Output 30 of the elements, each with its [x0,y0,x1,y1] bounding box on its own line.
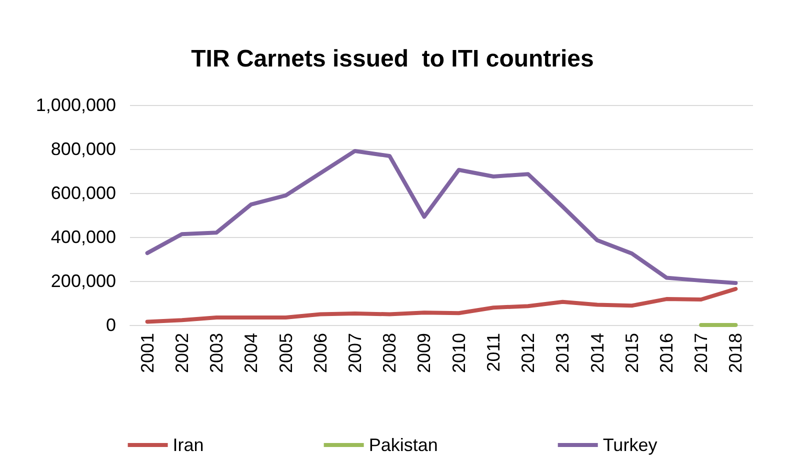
x-tick-label: 2014 [587,333,608,374]
y-tick-label: 800,000 [50,139,116,159]
x-tick-label: 2002 [172,333,192,374]
y-tick-label: 0 [106,315,116,335]
x-tick-label: 2003 [206,333,227,374]
legend-label: Pakistan [368,435,438,455]
x-tick-label: 2017 [691,333,712,374]
x-tick-label: 2008 [380,333,400,374]
x-tick-label: 2010 [448,333,469,374]
x-tick-label: 2016 [656,333,676,374]
x-tick-label: 2004 [241,333,262,374]
x-tick-label: 2015 [622,333,642,374]
y-tick-label: 1,000,000 [36,95,116,115]
line-series [145,286,738,324]
line-series [145,148,738,285]
x-tick-label: 2018 [726,333,746,374]
x-tick-label: 2009 [414,333,434,374]
y-tick-label: 400,000 [50,227,116,247]
chart-title: TIR Carnets issued to ITI countries [191,46,594,72]
x-tick-label: 2013 [552,333,573,374]
x-tick-label: 2001 [137,333,158,374]
legend-label: Iran [172,435,204,455]
y-tick-label: 200,000 [50,271,116,291]
x-tick-label: 2011 [483,333,504,372]
x-tick-label: 2006 [310,333,330,374]
legend-label: Turkey [602,435,658,455]
x-tick-label: 2012 [518,333,538,374]
x-tick-label: 2005 [276,333,296,374]
y-tick-label: 600,000 [50,183,116,203]
x-tick-label: 2007 [344,333,365,374]
